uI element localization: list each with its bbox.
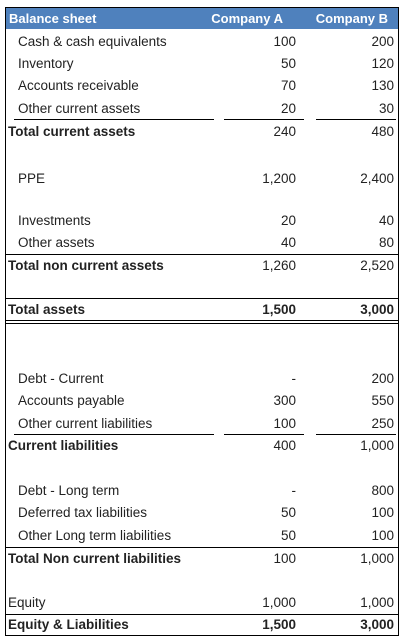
company-b-value: 3,000 — [360, 302, 394, 317]
company-b-value: 2,520 — [360, 258, 394, 273]
company-b-value: 1,000 — [360, 438, 394, 453]
row-label: Deferred tax liabilities — [18, 505, 148, 520]
row-label: Total assets — [8, 302, 86, 317]
company-b-value: 250 — [371, 416, 394, 431]
row-total-non-current-liabilities: Total Non current liabilities 100 1,000 — [6, 549, 398, 571]
cell-border — [14, 434, 214, 435]
row-current-liabilities: Current liabilities 400 1,000 — [6, 436, 398, 458]
row-divider — [6, 298, 398, 299]
company-a-value: 1,200 — [262, 171, 296, 186]
company-a-value: 1,000 — [262, 595, 296, 610]
company-b-value: 200 — [371, 371, 394, 386]
company-a-value: 20 — [280, 213, 296, 228]
row-ppe: PPE 1,200 2,400 — [6, 169, 398, 191]
row-label: Inventory — [18, 56, 74, 71]
company-a-value: 1,500 — [262, 617, 296, 632]
row-label: Total Non current liabilities — [8, 551, 182, 566]
company-b-value: 30 — [378, 101, 394, 116]
row-equity-and-liabilities: Equity & Liabilities 1,500 3,000 — [6, 615, 398, 635]
row-label: Equity — [8, 595, 46, 610]
company-b-value: 40 — [378, 213, 394, 228]
company-b-value: 800 — [371, 483, 394, 498]
company-a-value: - — [291, 371, 297, 386]
company-a-value: 40 — [280, 235, 296, 250]
row-label: Cash & cash equivalents — [18, 34, 167, 49]
cell-border — [14, 119, 214, 120]
company-a-value: 50 — [280, 56, 296, 71]
company-b-value: 550 — [371, 393, 394, 408]
row-label: Total current assets — [8, 124, 136, 139]
company-b-value: 1,000 — [360, 551, 394, 566]
row-other-assets: Other assets 40 80 — [6, 233, 398, 255]
row-label: Other current assets — [18, 101, 141, 116]
company-b-value: 100 — [371, 505, 394, 520]
company-b-value: 200 — [371, 34, 394, 49]
company-a-value: 400 — [273, 438, 296, 453]
balance-sheet-table: Balance sheet Company A Company B Cash &… — [5, 7, 399, 636]
company-b-value: 1,000 — [360, 595, 394, 610]
header-title: Balance sheet — [9, 11, 97, 26]
company-b-value: 120 — [371, 56, 394, 71]
company-a-value: 1,260 — [262, 258, 296, 273]
company-a-value: 100 — [273, 416, 296, 431]
cell-border — [316, 119, 396, 120]
company-a-value: 50 — [280, 505, 296, 520]
row-other-long-term-liabilities: Other Long term liabilities 50 100 — [6, 526, 398, 548]
double-underline — [6, 320, 398, 324]
row-label: PPE — [18, 171, 46, 186]
row-inventory: Inventory 50 120 — [6, 54, 398, 76]
row-label: Other current liabilities — [18, 416, 153, 431]
company-a-value: 240 — [273, 124, 296, 139]
row-total-current-assets: Total current assets 240 480 — [6, 122, 398, 144]
company-b-value: 130 — [371, 78, 394, 93]
row-debt-current: Debt - Current - 200 — [6, 369, 398, 391]
company-a-value: 20 — [280, 101, 296, 116]
row-deferred-tax-liabilities: Deferred tax liabilities 50 100 — [6, 503, 398, 525]
company-b-value: 3,000 — [360, 617, 394, 632]
row-label: Other Long term liabilities — [18, 528, 172, 543]
company-a-value: 300 — [273, 393, 296, 408]
row-other-current-liabilities: Other current liabilities 100 250 — [6, 414, 398, 436]
company-b-value: 480 — [371, 124, 394, 139]
row-accounts-payable: Accounts payable 300 550 — [6, 391, 398, 413]
row-investments: Investments 20 40 — [6, 211, 398, 233]
header-company-b: Company B — [315, 11, 388, 26]
row-label: Investments — [18, 213, 91, 228]
row-divider — [6, 614, 398, 615]
row-label: Other assets — [18, 235, 95, 250]
company-a-value: 1,500 — [262, 302, 296, 317]
cell-border — [224, 434, 304, 435]
row-divider — [6, 547, 398, 548]
row-divider — [6, 254, 398, 255]
company-b-value: 2,400 — [360, 171, 394, 186]
row-label: Debt - Long term — [18, 483, 120, 498]
company-a-value: 50 — [280, 528, 296, 543]
company-a-value: - — [291, 483, 297, 498]
company-b-value: 100 — [371, 528, 394, 543]
row-label: Debt - Current — [18, 371, 104, 386]
cell-border — [224, 119, 304, 120]
header-company-a: Company A — [211, 11, 283, 26]
row-total-non-current-assets: Total non current assets 1,260 2,520 — [6, 256, 398, 278]
row-accounts-receivable: Accounts receivable 70 130 — [6, 76, 398, 98]
row-equity: Equity 1,000 1,000 — [6, 593, 398, 615]
row-label: Current liabilities — [8, 438, 119, 453]
company-b-value: 80 — [378, 235, 394, 250]
table-header: Balance sheet Company A Company B — [6, 8, 398, 29]
row-label: Equity & Liabilities — [8, 617, 129, 632]
row-label: Accounts payable — [18, 393, 125, 408]
row-other-current-assets: Other current assets 20 30 — [6, 99, 398, 121]
row-label: Accounts receivable — [18, 78, 139, 93]
cell-border — [316, 434, 396, 435]
company-a-value: 70 — [280, 78, 296, 93]
company-a-value: 100 — [273, 551, 296, 566]
company-a-value: 100 — [273, 34, 296, 49]
row-label: Total non current assets — [8, 258, 164, 273]
row-debt-long-term: Debt - Long term - 800 — [6, 481, 398, 503]
row-total-assets: Total assets 1,500 3,000 — [6, 300, 398, 322]
row-cash: Cash & cash equivalents 100 200 — [6, 32, 398, 54]
